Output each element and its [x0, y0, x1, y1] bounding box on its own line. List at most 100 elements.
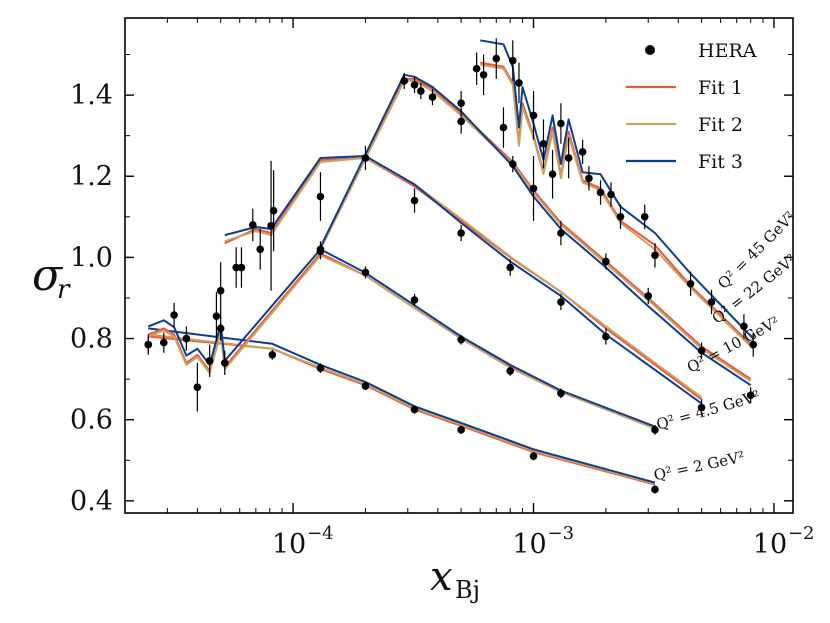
fit-2-line-group-5: [480, 63, 754, 350]
legend-label: Fit 1: [698, 77, 743, 99]
fit-3-line-group-4: [319, 73, 752, 387]
hera-point: [492, 54, 501, 63]
hera-point: [506, 367, 515, 375]
hera-point: [457, 335, 465, 344]
hera-point: [269, 206, 278, 215]
fit-1-line-group-4: [319, 77, 752, 380]
hera-point: [428, 93, 437, 101]
hera-point: [256, 245, 265, 254]
legend-label: Fit 3: [698, 151, 743, 173]
hera-point: [220, 359, 229, 367]
hera-point: [361, 382, 370, 390]
x-tick-exponent: −3: [548, 523, 575, 544]
hera-point: [216, 324, 225, 333]
legend-label: HERA: [698, 40, 757, 62]
hera-point: [170, 311, 178, 319]
hera-point: [557, 229, 565, 237]
hera-point: [746, 391, 755, 400]
hera-point: [707, 298, 716, 306]
hera-point: [400, 77, 409, 85]
hera-point: [557, 389, 565, 398]
y-tick-label: 1.2: [70, 161, 113, 192]
hera-point: [557, 298, 565, 306]
hera-point: [144, 340, 153, 349]
fit-3-line-group-5: [480, 39, 754, 340]
hera-point: [160, 338, 168, 347]
curve-label-group-2: Q² = 4.5 GeV²: [654, 387, 762, 434]
hera-point: [457, 99, 465, 108]
hera-point: [417, 87, 425, 95]
hera-point: [410, 81, 419, 89]
x-tick-exponent: −2: [788, 523, 815, 544]
hera-point: [515, 79, 523, 87]
hera-point: [410, 296, 419, 304]
hera-point: [472, 64, 481, 73]
hera-point: [182, 334, 191, 343]
y-axis-title-sub: r: [57, 275, 71, 305]
x-tick-label: 10: [512, 529, 546, 560]
hera-point: [596, 188, 605, 197]
hera-point: [697, 403, 706, 412]
fit-3-line-group-1: [148, 327, 656, 484]
hera-point: [508, 56, 517, 65]
hera-point: [457, 426, 465, 434]
hera-point: [237, 263, 246, 272]
hera-point: [193, 383, 202, 392]
fit-2-line-group-4: [319, 79, 752, 382]
y-tick-label: 1.0: [70, 242, 113, 273]
hera-point: [740, 322, 748, 331]
hera-point: [457, 229, 465, 237]
y-tick-label: 1.4: [70, 80, 113, 111]
hera-point: [506, 263, 515, 272]
hera-point: [602, 257, 610, 266]
hera-point: [585, 174, 593, 183]
hera-point: [248, 221, 257, 229]
y-axis-title: σ: [32, 250, 64, 301]
hera-points: [144, 38, 758, 494]
hera-point: [607, 190, 615, 199]
hera-point: [651, 426, 659, 434]
x-tick-exponent: −4: [307, 523, 334, 544]
curve-label-group-1: Q² = 2 GeV²: [652, 448, 746, 485]
fit-2-line-group-1: [148, 333, 656, 485]
hera-point: [749, 340, 758, 349]
x-axis-title-sub: Bj: [455, 576, 480, 604]
hera-point: [640, 213, 649, 221]
legend-label: Fit 2: [698, 114, 743, 136]
hera-point: [616, 213, 625, 221]
hera-point: [686, 279, 695, 288]
fit-3-line-group-3: [224, 155, 703, 405]
hera-point: [651, 485, 659, 494]
y-tick-label: 0.8: [70, 324, 113, 355]
hera-point: [268, 350, 277, 359]
legend-marker-hera: [645, 45, 655, 55]
hera-point: [316, 364, 325, 372]
hera-point: [212, 312, 221, 321]
hera-point: [479, 71, 488, 79]
hera-point: [410, 405, 419, 414]
hera-point: [644, 292, 653, 300]
hera-point: [602, 332, 610, 341]
hera-point: [316, 245, 325, 254]
hera-point: [564, 154, 573, 162]
hera-point: [361, 268, 370, 277]
hera-point: [697, 346, 706, 355]
hera-point: [410, 196, 419, 205]
hera-point: [557, 119, 565, 128]
hera-point: [457, 117, 465, 126]
hera-point: [548, 170, 557, 179]
hera-point: [529, 184, 538, 193]
hera-point: [216, 286, 225, 295]
y-tick-label: 0.6: [70, 405, 113, 436]
plot-frame: [124, 17, 794, 514]
x-tick-label: 10: [753, 529, 787, 560]
hera-point: [539, 139, 548, 148]
hera-point: [529, 452, 538, 460]
x-axis-title: x: [430, 554, 453, 600]
hera-point: [361, 154, 370, 162]
y-tick-label: 0.4: [70, 486, 113, 517]
x-tick-label: 10: [272, 529, 306, 560]
